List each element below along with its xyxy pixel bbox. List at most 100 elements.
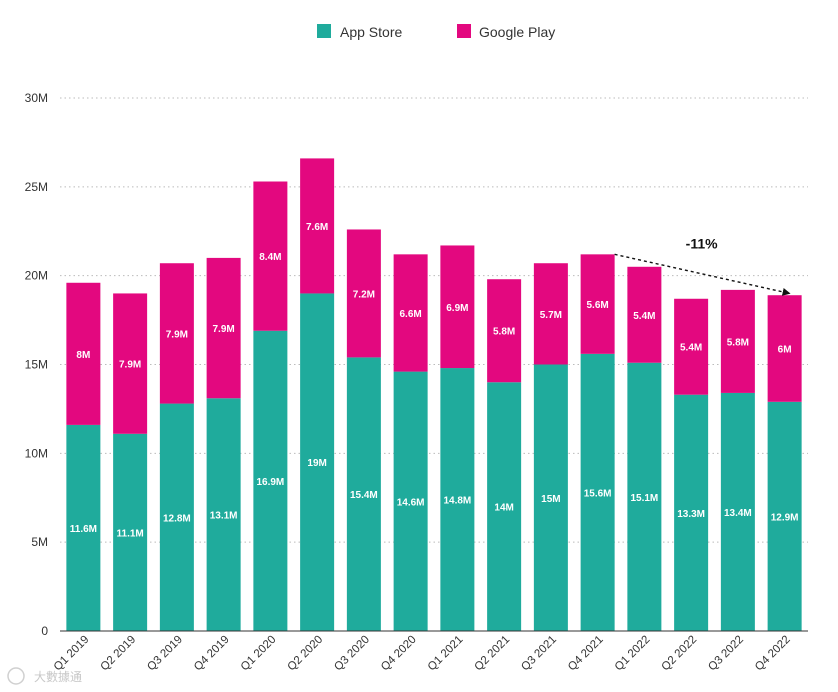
y-tick-label: 0 bbox=[41, 624, 48, 638]
bar-segment-app-store bbox=[580, 353, 615, 631]
data-label: 13.1M bbox=[210, 511, 238, 522]
x-tick-label: Q3 2022 bbox=[706, 634, 746, 674]
x-tick-label: Q3 2021 bbox=[519, 634, 559, 674]
legend-swatch-google-play bbox=[457, 24, 471, 38]
legend-label-google-play: Google Play bbox=[479, 24, 555, 40]
legend-swatch-app-store bbox=[317, 24, 331, 38]
data-label: 14.6M bbox=[397, 497, 425, 508]
bar-segment-app-store bbox=[300, 293, 335, 631]
bar-segment-google-play bbox=[674, 298, 709, 395]
x-tick-label: Q4 2022 bbox=[753, 634, 793, 674]
data-label: 5.8M bbox=[727, 337, 749, 348]
bar-segment-app-store bbox=[674, 394, 709, 631]
data-label: 15.1M bbox=[630, 493, 658, 504]
x-tick-label: Q4 2021 bbox=[566, 634, 606, 674]
data-label: 6.9M bbox=[446, 303, 468, 314]
data-label: 7.6M bbox=[306, 222, 328, 233]
data-label: 14M bbox=[494, 503, 513, 514]
data-label: 5.4M bbox=[680, 343, 702, 354]
bar-segment-app-store bbox=[206, 398, 241, 631]
data-label: 16.9M bbox=[256, 477, 284, 488]
bar-segment-app-store bbox=[440, 368, 475, 631]
x-tick-label: Q1 2021 bbox=[426, 634, 466, 674]
x-tick-label: Q1 2019 bbox=[52, 634, 92, 674]
data-label: 8M bbox=[76, 350, 90, 361]
legend: App Store Google Play bbox=[317, 24, 555, 40]
x-tick-label: Q2 2021 bbox=[473, 634, 513, 674]
gridlines bbox=[60, 97, 808, 543]
bar-segment-app-store bbox=[393, 371, 428, 631]
legend-item-app-store: App Store bbox=[317, 24, 402, 40]
data-label: 12.8M bbox=[163, 513, 191, 524]
bar-segment-google-play bbox=[533, 263, 568, 365]
data-label: 5.6M bbox=[587, 300, 609, 311]
x-tick-label: Q1 2020 bbox=[239, 634, 279, 674]
bar-segment-app-store bbox=[533, 364, 568, 631]
bar-segment-google-play bbox=[767, 295, 802, 402]
bar-segment-google-play bbox=[627, 266, 662, 363]
bar-segment-google-play bbox=[440, 245, 475, 369]
bar-segment-google-play bbox=[253, 181, 288, 331]
bar-segment-app-store bbox=[720, 392, 755, 631]
data-label: 7.9M bbox=[213, 324, 235, 335]
data-label: 15.4M bbox=[350, 490, 378, 501]
bars: 11.6M 8M 11.1M 7.9M 12.8M 7.9M 13.1M 7.9M 16.9M 8… bbox=[66, 158, 802, 631]
watermark-text: 大數據通 bbox=[34, 670, 82, 684]
data-label: 7.2M bbox=[353, 289, 375, 300]
bar-segment-google-play bbox=[300, 158, 335, 294]
y-axis: 0 5M 10M 15M 20M 25M 30M bbox=[25, 91, 49, 638]
y-tick-label: 30M bbox=[25, 91, 48, 105]
data-label: 11.6M bbox=[70, 524, 97, 535]
bar-segment-app-store bbox=[346, 357, 381, 631]
bar-segment-google-play bbox=[720, 289, 755, 393]
legend-item-google-play: Google Play bbox=[457, 24, 555, 40]
bar-segment-google-play bbox=[113, 293, 148, 434]
bar-segment-google-play bbox=[580, 254, 615, 354]
y-tick-label: 5M bbox=[31, 535, 48, 549]
data-label: 6M bbox=[778, 345, 792, 356]
data-label: 15M bbox=[541, 494, 560, 505]
bar-segment-app-store bbox=[487, 382, 522, 631]
watermark: 大數據通 bbox=[7, 667, 82, 685]
bar-segment-app-store bbox=[253, 330, 288, 631]
bar-segment-app-store bbox=[159, 403, 194, 631]
x-tick-label: Q3 2019 bbox=[145, 634, 185, 674]
x-tick-label: Q4 2020 bbox=[379, 634, 419, 674]
data-label: 7.9M bbox=[166, 329, 188, 340]
x-tick-label: Q3 2020 bbox=[332, 634, 372, 674]
data-label: 19M bbox=[307, 458, 326, 469]
x-tick-label: Q4 2019 bbox=[192, 634, 232, 674]
data-label: 13.3M bbox=[677, 509, 705, 520]
y-tick-label: 10M bbox=[25, 446, 48, 460]
data-label: 11.1M bbox=[117, 528, 144, 539]
data-label: 14.8M bbox=[443, 496, 471, 507]
bar-segment-google-play bbox=[487, 279, 522, 383]
bar-segment-google-play bbox=[346, 229, 381, 358]
y-tick-label: 20M bbox=[25, 269, 48, 283]
x-tick-label: Q2 2019 bbox=[99, 634, 139, 674]
change-annotation: -11% bbox=[614, 235, 791, 296]
legend-label-app-store: App Store bbox=[340, 24, 402, 40]
bar-segment-google-play bbox=[66, 282, 101, 425]
data-label: 8.4M bbox=[259, 252, 281, 263]
data-label: 6.6M bbox=[400, 309, 422, 320]
watermark-logo-icon bbox=[7, 667, 25, 685]
x-tick-label: Q2 2022 bbox=[660, 634, 700, 674]
y-tick-label: 25M bbox=[25, 180, 48, 194]
data-label: 13.4M bbox=[724, 508, 752, 519]
bar-segment-google-play bbox=[393, 254, 428, 372]
y-tick-label: 15M bbox=[25, 358, 48, 372]
bar-segment-app-store bbox=[66, 424, 101, 631]
x-tick-label: Q1 2022 bbox=[613, 634, 653, 674]
x-tick-label: Q2 2020 bbox=[286, 634, 326, 674]
bar-segment-google-play bbox=[159, 263, 194, 404]
data-label: 7.9M bbox=[119, 360, 141, 371]
bar-segment-app-store bbox=[627, 362, 662, 631]
x-axis: Q1 2019 Q2 2019 Q3 2019 Q4 2019 Q1 2020 Q2 20… bbox=[52, 634, 793, 674]
data-label: 5.4M bbox=[633, 311, 655, 322]
annotation-label: -11% bbox=[686, 235, 718, 251]
bar-segment-app-store bbox=[113, 433, 148, 631]
data-label: 5.8M bbox=[493, 327, 515, 338]
bar-segment-google-play bbox=[206, 257, 241, 399]
